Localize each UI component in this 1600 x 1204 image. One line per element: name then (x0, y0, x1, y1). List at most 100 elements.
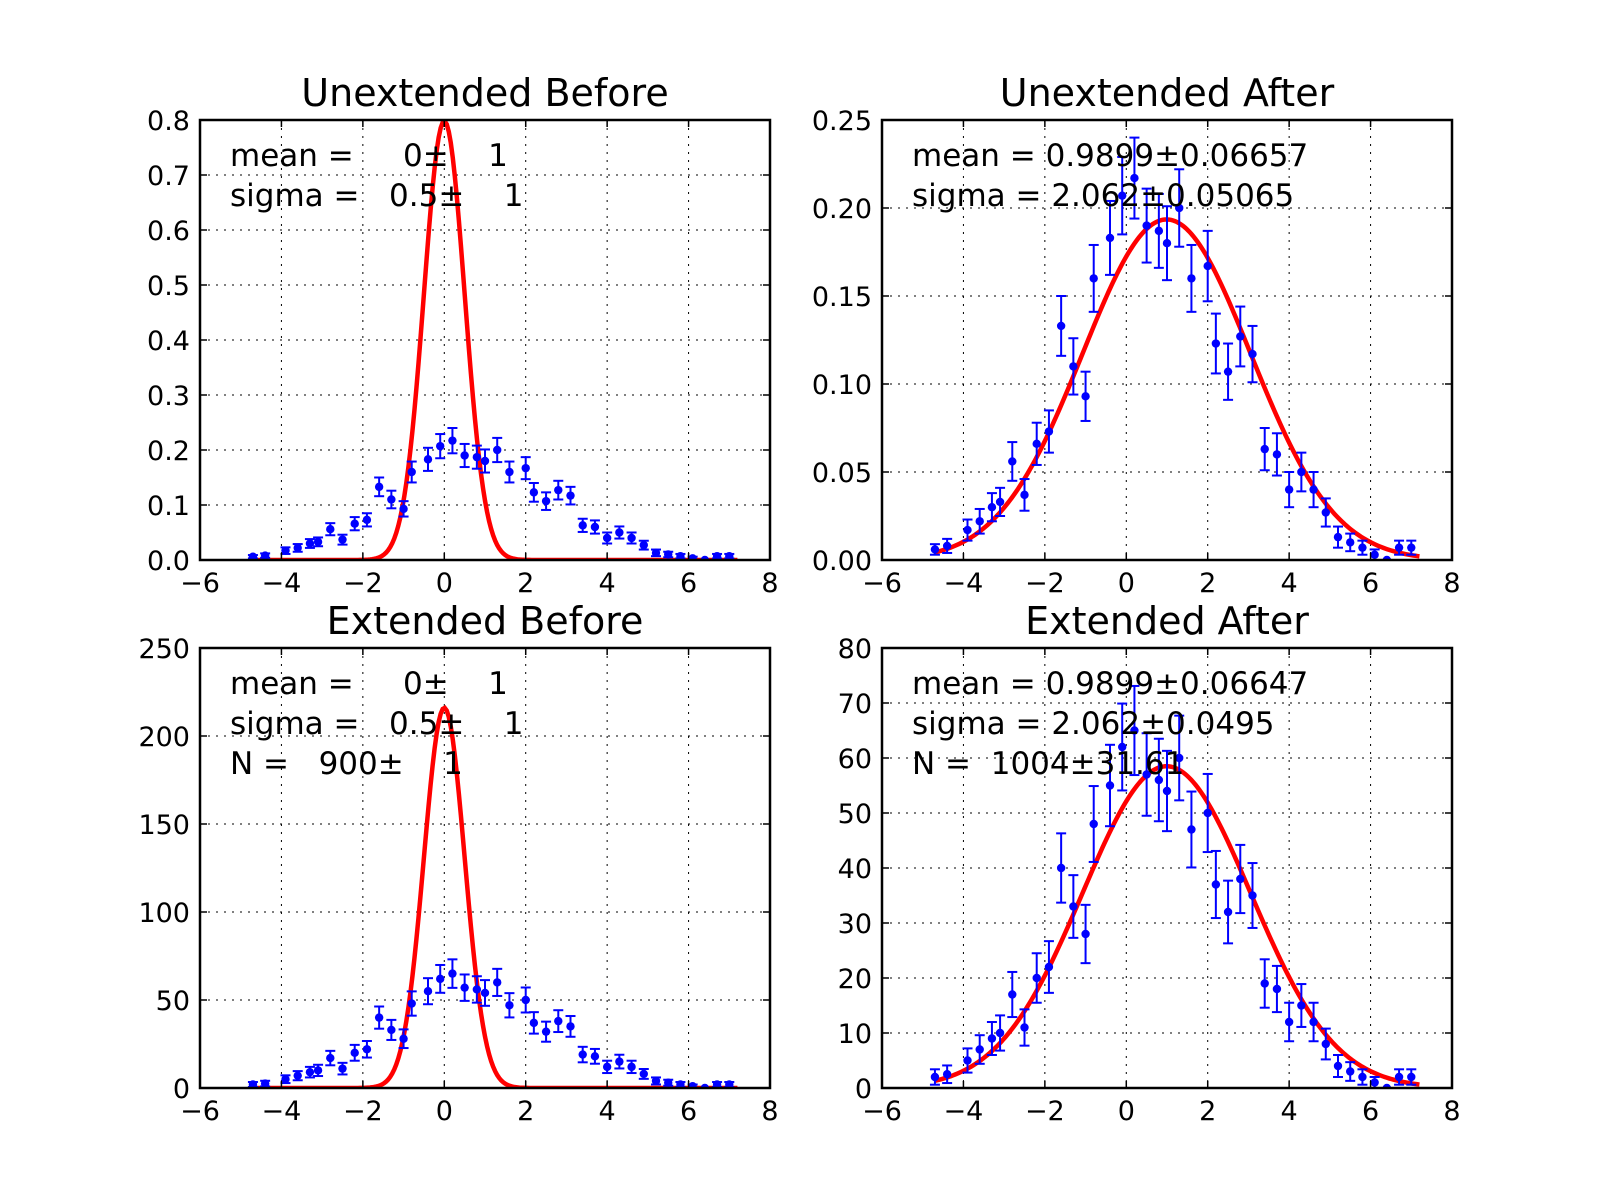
data-marker (313, 537, 323, 547)
x-tick-label: 0 (1118, 1096, 1135, 1127)
data-point (1345, 1061, 1356, 1082)
data-point (1202, 772, 1213, 854)
data-marker (615, 1057, 624, 1066)
data-marker (1394, 1072, 1404, 1082)
data-point (447, 958, 458, 989)
data-point (565, 485, 576, 506)
x-tick-label: 6 (1362, 1096, 1379, 1127)
data-point (577, 517, 588, 533)
data-point (1056, 295, 1067, 357)
data-point (292, 1070, 303, 1082)
data-point (398, 1028, 409, 1050)
data-marker (1407, 1072, 1416, 1082)
x-tick-label: 8 (1443, 568, 1460, 599)
y-tick-label: 150 (138, 810, 190, 841)
y-tick-label: 70 (838, 689, 872, 720)
data-point (1296, 983, 1307, 1028)
data-marker (1297, 1001, 1306, 1010)
data-marker (1248, 349, 1257, 359)
axes-frame (880, 118, 1454, 562)
subplot-title: Extended Before (327, 599, 644, 643)
data-marker (1162, 786, 1172, 796)
data-point (480, 448, 490, 474)
data-point (398, 500, 409, 518)
data-point (520, 986, 531, 1014)
data-point (1320, 497, 1331, 528)
data-point (325, 1049, 336, 1067)
data-marker (1187, 274, 1196, 283)
data-marker (1069, 362, 1078, 371)
data-marker (326, 1053, 335, 1063)
data-marker (374, 482, 384, 492)
data-marker (260, 551, 270, 560)
y-tick-label: 200 (138, 722, 190, 753)
data-point (1357, 539, 1368, 556)
data-marker (615, 528, 624, 537)
data-marker (566, 1022, 575, 1031)
data-marker (338, 1064, 347, 1073)
data-marker (1175, 753, 1184, 763)
data-point (1007, 441, 1018, 482)
data-point (1174, 714, 1185, 802)
data-marker (930, 1072, 940, 1082)
data-point (1296, 451, 1307, 493)
data-point (1284, 1001, 1295, 1043)
data-marker (1081, 929, 1090, 939)
x-tick-label: 4 (599, 1096, 616, 1127)
data-marker (1130, 173, 1139, 183)
data-marker (472, 985, 482, 994)
data-marker (987, 1034, 997, 1043)
y-tick-label: 50 (838, 799, 872, 830)
data-point (349, 1043, 360, 1062)
data-marker (1008, 457, 1017, 466)
x-tick-label: −4 (944, 568, 984, 599)
data-marker (975, 517, 984, 526)
data-point (541, 491, 552, 511)
data-point (995, 486, 1006, 517)
data-marker (1333, 1061, 1343, 1071)
data-point (1043, 940, 1054, 994)
data-point (974, 1034, 985, 1065)
data-point (1080, 903, 1091, 965)
data-point (986, 1021, 997, 1056)
data-point (1141, 732, 1152, 817)
data-point (1068, 337, 1079, 396)
data-marker (521, 463, 530, 473)
data-point (1056, 832, 1067, 904)
data-point (504, 460, 515, 484)
data-point (260, 1079, 271, 1088)
data-marker (554, 485, 563, 495)
data-point (962, 518, 973, 542)
data-marker (1346, 538, 1355, 547)
data-point (1129, 684, 1140, 777)
data-point (602, 531, 613, 545)
data-point (638, 1067, 649, 1080)
data-marker (1162, 239, 1172, 248)
data-marker (1187, 825, 1196, 834)
data-marker (293, 543, 302, 553)
data-marker (1223, 907, 1233, 917)
x-tick-label: 8 (1443, 1096, 1460, 1127)
data-marker (521, 995, 530, 1005)
data-marker (676, 551, 685, 560)
subplot-3: −6 −4 −2 0 2 4 6 8 0 50 100 150 200 250 Extended Befor… (138, 599, 778, 1127)
data-point (1186, 243, 1197, 313)
x-tick-label: 2 (517, 1096, 534, 1127)
data-point (724, 551, 735, 560)
data-point (1162, 749, 1172, 833)
data-marker (248, 552, 258, 560)
data-marker (627, 1062, 636, 1072)
data-point (1088, 243, 1099, 313)
data-point (1394, 1068, 1405, 1086)
data-marker (407, 467, 416, 477)
data-marker (1358, 543, 1367, 552)
x-tick-label: 8 (761, 1096, 778, 1127)
data-point (929, 1068, 940, 1086)
data-point (1153, 192, 1164, 269)
x-tick-label: 6 (680, 568, 697, 599)
x-tick-label: 6 (1362, 568, 1379, 599)
fit-annotation: sigma = 2.062±0.05065 (912, 178, 1294, 214)
data-marker (1272, 450, 1282, 459)
data-marker (963, 525, 972, 535)
